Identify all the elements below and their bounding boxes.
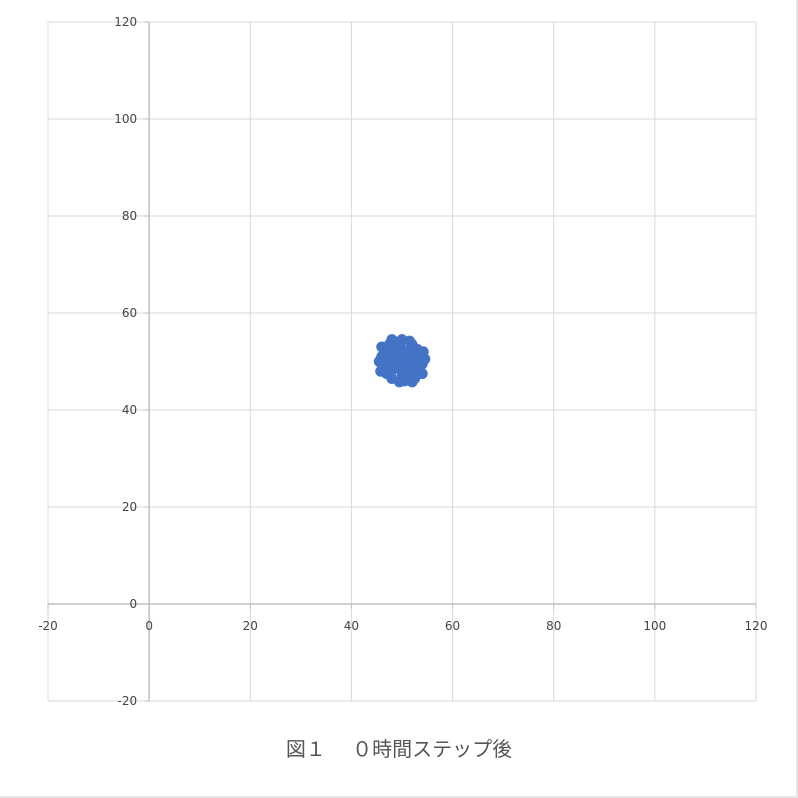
x-tick-label: 100 (643, 619, 666, 633)
data-point (392, 347, 404, 359)
x-tick-label: 80 (546, 619, 561, 633)
scatter-chart: -20 0 20 40 60 80 100 120 -20 0 20 40 60 80 100 120 (38, 15, 767, 708)
y-tick-label: 60 (122, 306, 137, 320)
data-point (417, 346, 429, 358)
gridlines (47, 21, 757, 702)
y-tick-labels: -20 0 20 40 60 80 100 120 (114, 15, 137, 708)
figure-caption: 図１ ０時間ステップ後 (285, 737, 513, 761)
y-tick-label: 40 (122, 403, 137, 417)
y-tick-label: -20 (118, 694, 138, 708)
y-tick-label: 80 (122, 209, 137, 223)
data-point (376, 341, 388, 353)
x-tick-label: 40 (344, 619, 359, 633)
y-tick-label: 20 (122, 500, 137, 514)
data-point (400, 364, 412, 376)
data-point (407, 346, 419, 358)
y-tick-label: 120 (114, 15, 137, 29)
data-point (404, 335, 416, 347)
data-point (411, 356, 423, 367)
data-point (373, 356, 385, 367)
frame-edge-right (796, 0, 798, 798)
x-tick-label: 60 (445, 619, 460, 633)
frame-edge-bottom (0, 796, 798, 798)
data-point (385, 365, 397, 377)
data-point (393, 376, 405, 388)
x-tick-label: -20 (38, 619, 58, 633)
x-tick-label: 120 (745, 619, 768, 633)
data-point (416, 368, 428, 380)
data-point (381, 356, 393, 367)
axes (47, 21, 757, 702)
x-tick-label: 0 (145, 619, 153, 633)
data-point (386, 334, 398, 346)
x-tick-labels: -20 0 20 40 60 80 100 120 (38, 619, 767, 633)
x-tick-label: 20 (243, 619, 258, 633)
data-points (373, 334, 431, 388)
data-point (406, 376, 418, 388)
y-tick-label: 100 (114, 112, 137, 126)
y-tick-label: 0 (130, 597, 138, 611)
data-point (375, 365, 387, 377)
